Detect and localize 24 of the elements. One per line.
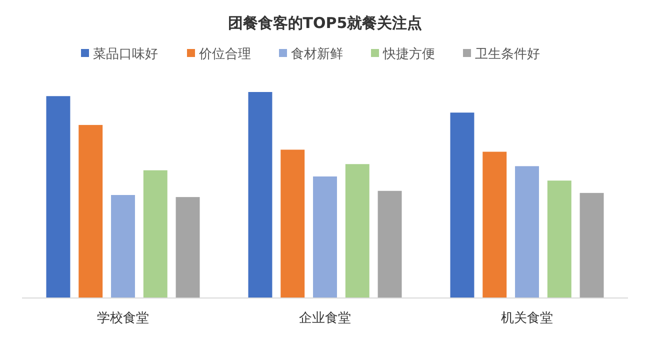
bar [111,195,135,298]
bar [143,170,168,298]
bar [46,96,70,298]
legend-label: 价位合理 [198,47,251,62]
bar [248,92,272,298]
bar [313,176,337,298]
bar [280,150,305,298]
bar [78,124,103,298]
bar [450,112,474,298]
bar [378,190,402,298]
bar [345,164,370,298]
bar [515,166,539,298]
legend-label: 快捷方便 [382,46,435,62]
legend-label: 菜品口味好 [93,47,158,62]
bar [176,197,200,298]
x-tick-label: 机关食堂 [501,311,553,326]
legend-label: 食材新鲜 [291,47,343,62]
chart-title: 团餐食客的TOP5就餐关注点 [228,14,422,32]
x-tick-label: 学校食堂 [97,311,149,326]
bar [580,192,604,298]
bar [547,180,572,298]
bar [482,152,507,298]
x-tick-label: 企业食堂 [299,311,351,326]
legend-label: 卫生条件好 [475,47,540,62]
